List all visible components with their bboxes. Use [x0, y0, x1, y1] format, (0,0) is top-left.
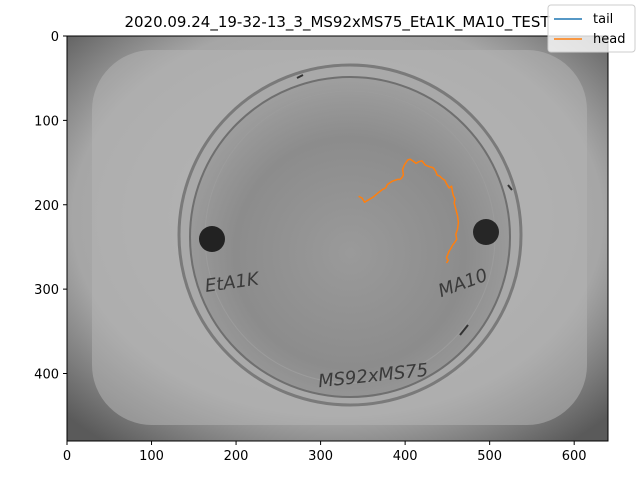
y-tick-label: 200	[34, 199, 59, 214]
x-tick-label: 600	[562, 449, 587, 464]
petri-dish-inner	[189, 76, 511, 398]
y-tick-label: 0	[51, 30, 59, 45]
axes-frame	[66, 35, 609, 442]
legend-label-tail: tail	[593, 12, 613, 27]
y-tick-label: 400	[34, 368, 59, 383]
y-tick-label: 100	[34, 114, 59, 129]
chart-title: 2020.09.24_19-32-13_3_MS92xMS75_EtA1K_MA…	[124, 13, 550, 32]
dark-spot-right	[473, 219, 499, 245]
dark-spot-left	[199, 226, 225, 252]
y-tick-label: 300	[34, 283, 59, 298]
background-image: EtA1K MA10 MS92xMS75	[67, 36, 608, 441]
legend: tail head	[547, 4, 636, 53]
series-line-head	[358, 158, 460, 264]
x-tick-label: 500	[477, 449, 502, 464]
legend-label-head: head	[593, 32, 625, 47]
x-tick-label: 400	[393, 449, 418, 464]
x-tick-label: 300	[308, 449, 333, 464]
x-tick-label: 200	[224, 449, 249, 464]
x-tick-label: 0	[63, 449, 71, 464]
x-tick-label: 100	[139, 449, 164, 464]
